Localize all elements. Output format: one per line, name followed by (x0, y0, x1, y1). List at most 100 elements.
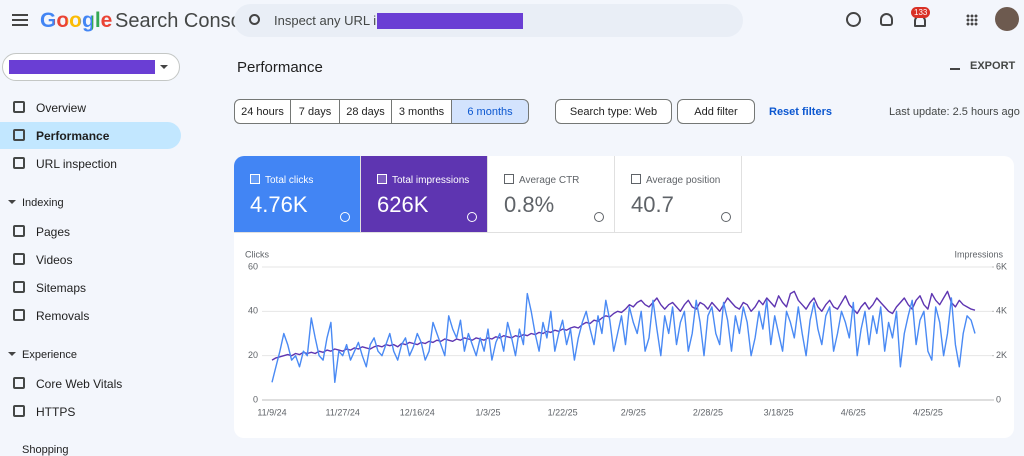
chart: Clicks Impressions 0 20 40 60 0 2K 4K 6K 11/9/24 11… (245, 249, 1007, 417)
search-type-label: Search type: Web (569, 106, 658, 118)
date-range-button[interactable]: 3 months (391, 99, 452, 124)
help-icon[interactable] (846, 12, 861, 27)
x-tick-label: 1/22/25 (548, 407, 578, 417)
x-tick-label: 2/9/25 (621, 407, 646, 417)
y-tick-label: 0 (253, 394, 258, 404)
nav-section[interactable]: Indexing (22, 197, 64, 209)
nav-icon (13, 377, 25, 389)
redacted (377, 13, 523, 29)
date-range-label: 24 hours (241, 106, 284, 118)
date-range-label: 28 days (346, 106, 385, 118)
reset-filters[interactable]: Reset filters (769, 106, 832, 118)
x-tick-label: 12/16/24 (400, 407, 435, 417)
performance-card: Total clicks 4.76K Total impressions 626K Av… (234, 156, 1014, 438)
date-range-label: 6 months (467, 106, 513, 118)
nav-item[interactable]: HTTPS (0, 398, 181, 425)
y2-tick-label: 6K (996, 261, 1007, 271)
y-axis-label: Clicks (245, 249, 269, 259)
nav-icon (13, 309, 25, 321)
date-range-button[interactable]: 28 days (339, 99, 392, 124)
export-button[interactable]: EXPORT (970, 60, 1016, 72)
nav-item[interactable]: Videos (0, 246, 181, 273)
nav-item[interactable]: Performance (0, 122, 181, 149)
y-tick-label: 40 (248, 306, 258, 316)
nav-label: Performance (36, 129, 110, 143)
nav-label: Videos (36, 253, 73, 267)
metric-value: 4.76K (250, 192, 308, 217)
checkbox (377, 174, 387, 184)
nav-item[interactable]: Core Web Vitals (0, 370, 181, 397)
nav-item[interactable]: Pages (0, 218, 181, 245)
series-line (271, 292, 976, 383)
metric-name: Total clicks (265, 175, 314, 186)
nav-item[interactable]: Removals (0, 302, 181, 329)
help-icon (467, 212, 477, 222)
collapse-arrow (8, 200, 16, 208)
metric-label: Average CTR (504, 174, 614, 186)
date-range-button[interactable]: 6 months (451, 99, 529, 124)
nav-icon (13, 157, 25, 169)
apps-icon[interactable] (966, 14, 978, 26)
x-tick-label: 3/18/25 (764, 407, 794, 417)
nav-item[interactable]: Sitemaps (0, 274, 181, 301)
add-filter-label: Add filter (694, 106, 738, 118)
metric-name: Average position (646, 175, 721, 186)
metric-tile[interactable]: Average position 40.7 (615, 156, 742, 233)
notification-badge: 133 (911, 7, 931, 18)
search-bar[interactable]: Inspect any URL in ' (234, 4, 743, 37)
search-placeholder: Inspect any URL in ' (274, 13, 390, 28)
date-range-label: 7 days (298, 106, 332, 118)
help-icon (721, 212, 731, 222)
y-tick-label: 60 (248, 261, 258, 271)
collapse-arrow (8, 352, 16, 360)
metric-label: Total clicks (250, 174, 360, 186)
add-filter[interactable]: Add filter (677, 99, 755, 124)
metric-value: 626K (377, 192, 429, 217)
page-title: Performance (237, 59, 323, 76)
nav-label: HTTPS (36, 405, 76, 419)
date-range-button[interactable]: 24 hours (234, 99, 291, 124)
x-tick-label: 4/6/25 (841, 407, 866, 417)
metric-name: Average CTR (519, 175, 580, 186)
metric-value: 40.7 (631, 192, 674, 217)
metric-tile[interactable]: Total impressions 626K (361, 156, 488, 233)
nav-icon (13, 405, 25, 417)
x-tick-label: 2/28/25 (693, 407, 723, 417)
metric-tile[interactable]: Total clicks 4.76K (234, 156, 361, 233)
nav-label: Pages (36, 225, 71, 239)
help-icon (594, 212, 604, 222)
metric-name: Total impressions (392, 175, 470, 186)
metric-value: 0.8% (504, 192, 555, 217)
date-range-label: 3 months (398, 106, 445, 118)
nav-icon (13, 281, 25, 293)
nav-item[interactable]: Overview (0, 94, 181, 121)
y2-tick-label: 4K (996, 306, 1007, 316)
nav-section[interactable]: Shopping (22, 444, 69, 456)
date-range-button[interactable]: 7 days (290, 99, 340, 124)
series-line (271, 290, 976, 361)
help-icon (340, 212, 350, 222)
y2-axis-label: Impressions (954, 249, 1003, 259)
settings-icon[interactable] (880, 13, 893, 26)
brand: Google (40, 9, 113, 32)
redacted (9, 60, 155, 74)
search-type[interactable]: Search type: Web (555, 99, 672, 124)
dropdown-arrow (160, 65, 168, 73)
y-tick-label: 20 (248, 350, 258, 360)
nav-label: Core Web Vitals (36, 377, 123, 391)
nav-icon (13, 253, 25, 265)
avatar[interactable] (995, 7, 1019, 31)
y2-tick-label: 0 (996, 394, 1001, 404)
property-selector[interactable] (2, 53, 180, 81)
last-update: Last update: 2.5 hours ago (889, 106, 1020, 118)
checkbox (504, 174, 514, 184)
download-icon (950, 58, 960, 70)
checkbox (250, 174, 260, 184)
x-tick-label: 4/25/25 (913, 407, 943, 417)
menu-icon[interactable] (12, 14, 28, 26)
nav-item[interactable]: URL inspection (0, 150, 181, 177)
metric-label: Total impressions (377, 174, 487, 186)
metric-tile[interactable]: Average CTR 0.8% (488, 156, 615, 233)
nav-section[interactable]: Experience (22, 349, 78, 361)
